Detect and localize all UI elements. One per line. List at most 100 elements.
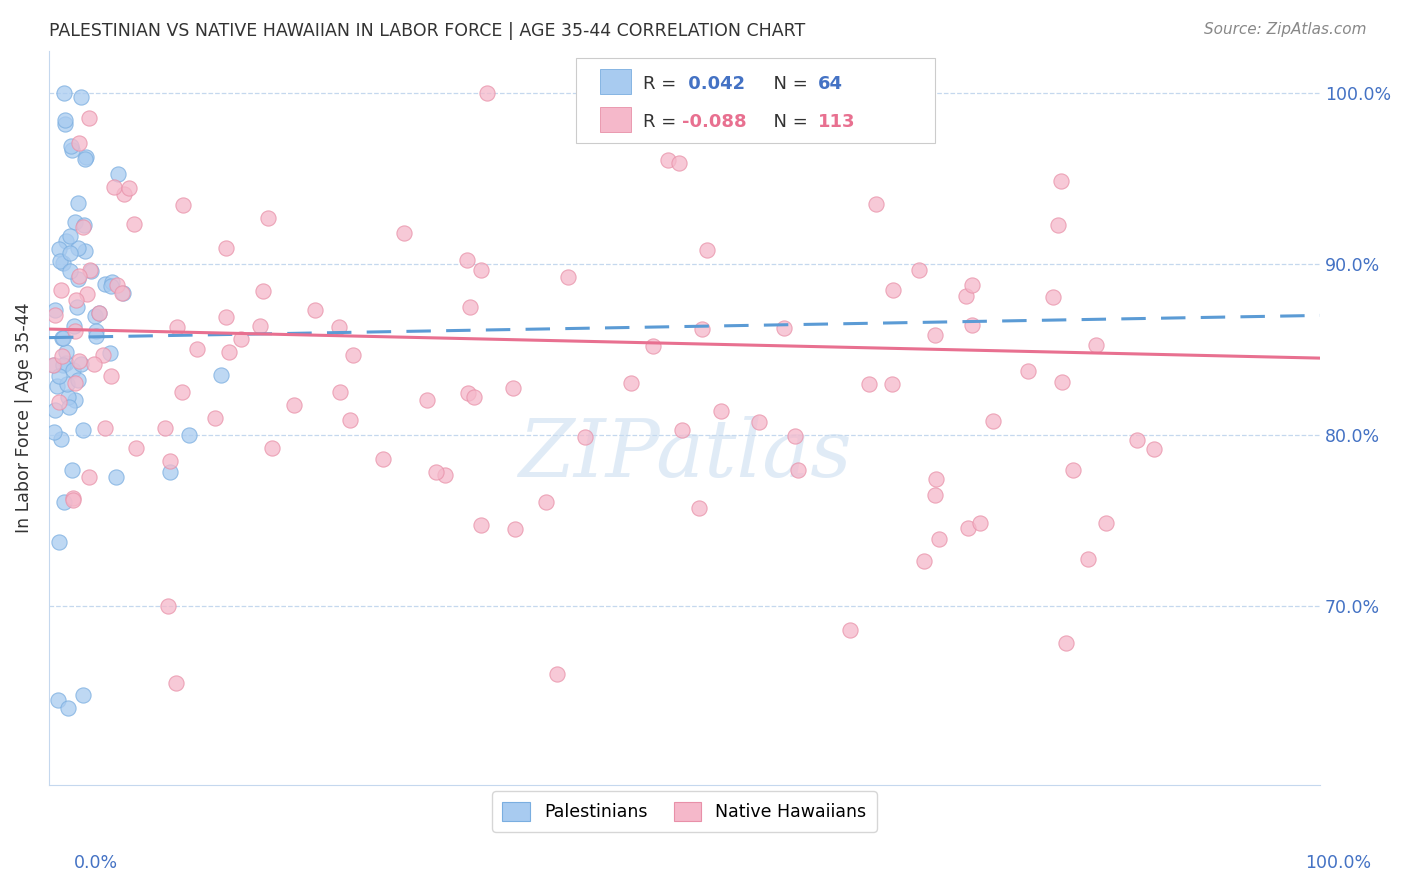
Point	[475, 87, 498, 101]
Point	[229, 332, 252, 346]
Point	[882, 283, 904, 297]
Point	[111, 286, 134, 301]
Text: Source: ZipAtlas.com: Source: ZipAtlas.com	[1204, 22, 1367, 37]
Point	[657, 153, 679, 167]
Point	[710, 404, 733, 418]
Point	[339, 413, 361, 427]
Point	[55, 356, 77, 370]
Point	[69, 357, 91, 371]
Point	[79, 111, 101, 125]
Point	[283, 398, 305, 412]
Text: PALESTINIAN VS NATIVE HAWAIIAN IN LABOR FORCE | AGE 35-44 CORRELATION CHART: PALESTINIAN VS NATIVE HAWAIIAN IN LABOR …	[49, 22, 806, 40]
Point	[165, 675, 187, 690]
Point	[1085, 338, 1108, 352]
Point	[62, 363, 84, 377]
Point	[1054, 636, 1077, 650]
Point	[304, 303, 326, 318]
Point	[186, 342, 208, 356]
Point	[53, 113, 76, 128]
Point	[79, 262, 101, 277]
Point	[56, 390, 79, 404]
Point	[89, 306, 111, 320]
Legend: Palestinians, Native Hawaiians: Palestinians, Native Hawaiians	[492, 791, 877, 831]
Point	[63, 215, 86, 229]
Point	[960, 318, 983, 333]
Point	[328, 319, 350, 334]
Point	[172, 198, 194, 212]
Point	[79, 470, 101, 484]
Point	[52, 358, 75, 372]
Point	[956, 521, 979, 535]
Point	[392, 227, 415, 241]
Text: R =: R =	[643, 75, 682, 93]
Point	[748, 415, 770, 429]
Point	[59, 139, 82, 153]
Point	[94, 277, 117, 292]
Point	[66, 195, 89, 210]
Point	[44, 303, 66, 318]
Point	[66, 300, 89, 314]
Point	[65, 293, 87, 307]
Point	[122, 217, 145, 231]
Point	[63, 376, 86, 390]
Point	[42, 358, 65, 372]
Point	[534, 495, 557, 509]
Point	[55, 345, 77, 359]
Point	[49, 284, 72, 298]
Point	[48, 242, 70, 256]
Point	[696, 243, 718, 257]
Point	[456, 252, 478, 267]
Point	[252, 284, 274, 298]
Point	[112, 286, 135, 301]
Point	[112, 186, 135, 201]
Point	[671, 423, 693, 437]
Point	[457, 385, 479, 400]
Point	[166, 320, 188, 334]
Point	[58, 263, 80, 277]
Text: 0.042: 0.042	[682, 75, 745, 93]
Point	[67, 354, 90, 368]
Point	[786, 463, 808, 477]
Point	[72, 220, 94, 235]
Point	[46, 692, 69, 706]
Point	[62, 492, 84, 507]
Point	[329, 384, 352, 399]
Text: N =: N =	[762, 75, 814, 93]
Point	[159, 454, 181, 468]
Point	[159, 465, 181, 479]
Text: 0.0%: 0.0%	[73, 855, 118, 872]
Point	[63, 324, 86, 338]
Text: R =: R =	[643, 112, 682, 130]
Point	[60, 143, 83, 157]
Point	[42, 359, 65, 373]
Point	[76, 286, 98, 301]
Point	[52, 331, 75, 345]
Point	[83, 357, 105, 371]
Point	[67, 272, 90, 286]
Point	[425, 465, 447, 479]
Point	[49, 254, 72, 268]
Point	[880, 376, 903, 391]
Point	[262, 441, 284, 455]
Point	[924, 327, 946, 342]
Point	[94, 421, 117, 435]
Point	[86, 328, 108, 343]
Point	[84, 324, 107, 338]
Point	[89, 306, 111, 320]
Point	[641, 339, 664, 353]
Point	[688, 500, 710, 515]
Point	[209, 368, 232, 382]
Point	[98, 345, 121, 359]
Point	[60, 463, 83, 477]
Point	[415, 392, 437, 407]
Point	[72, 688, 94, 702]
Point	[458, 300, 481, 314]
Point	[153, 420, 176, 434]
Point	[1047, 218, 1070, 232]
Point	[62, 491, 84, 505]
Point	[44, 402, 66, 417]
Point	[373, 451, 395, 466]
Point	[969, 516, 991, 530]
Point	[75, 150, 97, 164]
Point	[502, 381, 524, 395]
